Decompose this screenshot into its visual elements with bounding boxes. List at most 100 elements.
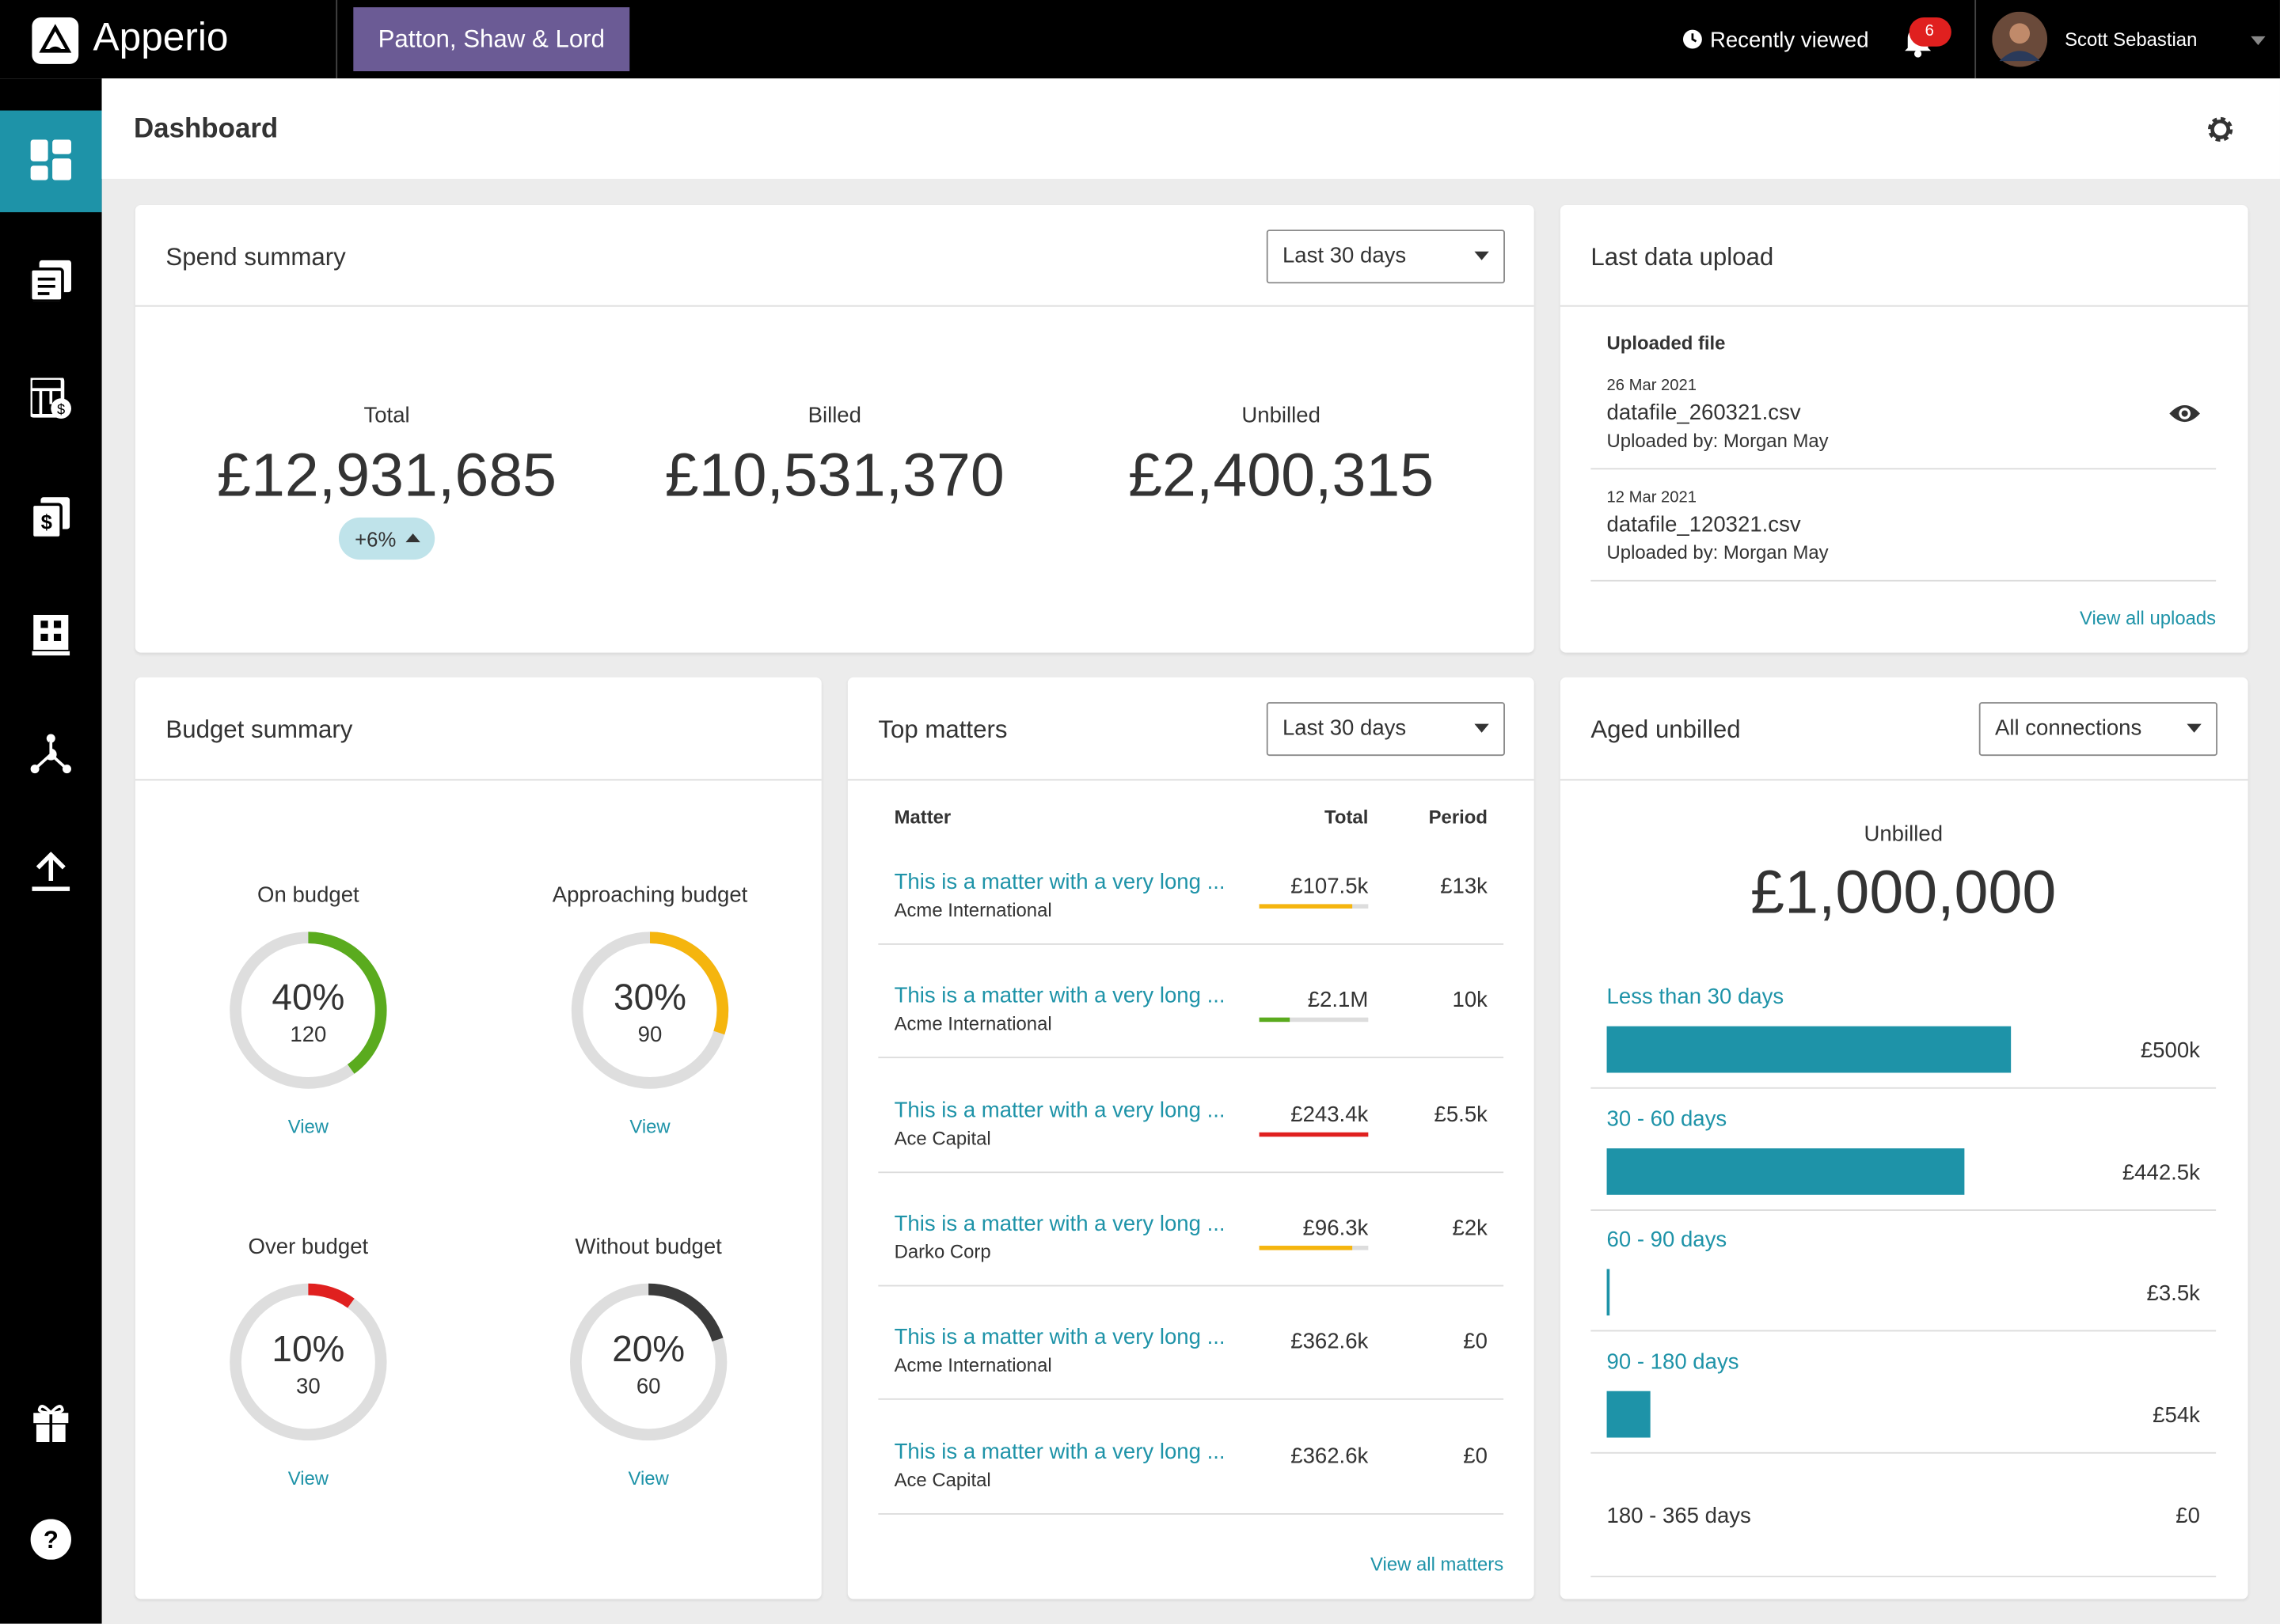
page-header xyxy=(101,78,2280,179)
column-header: Total xyxy=(1324,806,1369,829)
user-name[interactable]: Scott Sebastian xyxy=(2065,28,2198,51)
matter-client: Ace Capital xyxy=(894,1126,991,1149)
settings-icon[interactable] xyxy=(2206,115,2235,144)
bucket-bar xyxy=(1606,1391,1651,1438)
select-caret[interactable] xyxy=(1474,251,1489,260)
bucket-label: 30 - 60 days xyxy=(1606,1106,1727,1132)
progress-track xyxy=(1259,1017,1369,1023)
matter-name[interactable]: This is a matter with a very long ... xyxy=(894,1097,1226,1123)
budget-link[interactable]: View xyxy=(287,1467,329,1489)
nav-budget[interactable]: $ xyxy=(30,378,71,419)
bucket-bar xyxy=(1606,1269,1610,1316)
logo-icon xyxy=(32,17,79,64)
card-title: Aged unbilled xyxy=(1590,715,1741,744)
matter-name[interactable]: This is a matter with a very long ... xyxy=(894,870,1226,895)
nav-dashboard[interactable] xyxy=(30,139,71,180)
row-divider xyxy=(878,1057,1504,1059)
spend-label: Unbilled xyxy=(1241,403,1320,428)
client-name[interactable]: Patton, Shaw & Lord xyxy=(378,25,606,54)
card-divider xyxy=(135,779,822,781)
card-title: Budget summary xyxy=(165,715,353,744)
period-select[interactable] xyxy=(1266,702,1505,757)
nav-firms[interactable] xyxy=(32,614,70,656)
card-divider xyxy=(1560,305,2248,307)
matter-name[interactable]: This is a matter with a very long ... xyxy=(894,1439,1226,1464)
donut-arc xyxy=(230,1283,387,1441)
budget-link[interactable]: View xyxy=(629,1115,671,1138)
connection-value[interactable]: All connections xyxy=(1994,715,2142,741)
upload-by: Uploaded by: Morgan May xyxy=(1606,429,1829,452)
row-divider xyxy=(878,1398,1504,1401)
matter-period: £0 xyxy=(1463,1330,1488,1355)
view-all-matters[interactable]: View all matters xyxy=(1370,1553,1504,1576)
row-divider xyxy=(878,943,1504,945)
client-button[interactable] xyxy=(353,7,630,71)
matter-name[interactable]: This is a matter with a very long ... xyxy=(894,1325,1226,1350)
svg-text:$: $ xyxy=(57,400,65,417)
budget-count: 60 xyxy=(636,1374,661,1399)
column-header: Matter xyxy=(894,806,952,829)
period-value[interactable]: Last 30 days xyxy=(1282,243,1407,268)
matter-client: Acme International xyxy=(894,1012,1052,1035)
select-caret[interactable] xyxy=(1474,723,1489,733)
budget-link[interactable]: View xyxy=(628,1467,669,1489)
budget-count: 90 xyxy=(637,1023,663,1048)
donut xyxy=(569,1283,728,1441)
select-caret[interactable] xyxy=(2187,723,2202,733)
matter-period: £5.5k xyxy=(1434,1102,1488,1127)
notification-count[interactable]: 6 xyxy=(1925,22,1934,40)
nav-documents[interactable] xyxy=(30,260,71,302)
bucket-value: £54k xyxy=(2153,1403,2200,1429)
budget-count: 30 xyxy=(296,1374,321,1399)
row-divider xyxy=(1590,468,2217,470)
row-divider xyxy=(878,1284,1504,1287)
divider xyxy=(1974,0,1977,79)
view-icon[interactable] xyxy=(2168,403,2202,425)
connection-select[interactable] xyxy=(1978,702,2217,757)
matter-name[interactable]: This is a matter with a very long ... xyxy=(894,1211,1226,1236)
avatar[interactable] xyxy=(1992,11,2048,67)
nav-active[interactable] xyxy=(0,110,102,213)
bucket-value: £0 xyxy=(2176,1504,2200,1529)
brand[interactable]: Apperio xyxy=(93,15,229,59)
bucket-bar xyxy=(1606,1148,1965,1195)
nav-upload[interactable] xyxy=(32,852,70,892)
user-caret[interactable] xyxy=(2251,36,2266,45)
notification-badge[interactable] xyxy=(1909,17,1951,47)
change-arrow xyxy=(405,533,420,543)
matter-period: 10k xyxy=(1452,988,1488,1013)
budget-count: 120 xyxy=(290,1023,327,1048)
nav-help[interactable]: ? xyxy=(30,1519,71,1560)
card-divider xyxy=(135,305,1534,307)
upload-date: 12 Mar 2021 xyxy=(1606,489,1697,507)
view-all-uploads[interactable]: View all uploads xyxy=(2079,606,2217,629)
matter-name[interactable]: This is a matter with a very long ... xyxy=(894,984,1226,1009)
nav-gift[interactable] xyxy=(32,1402,70,1443)
period-select[interactable] xyxy=(1266,230,1505,284)
budget-link[interactable]: View xyxy=(287,1115,329,1138)
spend-label: Total xyxy=(363,403,410,428)
recently-viewed[interactable]: Recently viewed xyxy=(1709,28,1869,54)
progress-track xyxy=(1259,1132,1369,1137)
page-title: Dashboard xyxy=(133,114,279,145)
upload-heading: Uploaded file xyxy=(1606,332,1726,355)
nav-invoices[interactable]: $ xyxy=(32,497,70,538)
nav-connections[interactable] xyxy=(30,734,71,775)
matter-total: £362.6k xyxy=(1290,1443,1369,1469)
donut xyxy=(571,932,729,1089)
matter-client: Acme International xyxy=(894,1354,1052,1376)
card-divider xyxy=(1560,779,2248,781)
upload-file: datafile_120321.csv xyxy=(1606,512,1801,537)
card-title: Top matters xyxy=(878,715,1008,744)
svg-text:?: ? xyxy=(44,1526,59,1554)
upload-file: datafile_260321.csv xyxy=(1606,400,1801,426)
budget-label: On budget xyxy=(257,882,359,909)
matter-client: Acme International xyxy=(894,898,1052,921)
matter-total: £96.3k xyxy=(1302,1216,1369,1241)
period-value[interactable]: Last 30 days xyxy=(1282,715,1407,741)
matters-card xyxy=(847,677,1534,1599)
progress-track xyxy=(1259,904,1369,909)
matter-client: Ace Capital xyxy=(894,1468,991,1490)
bucket-label: 60 - 90 days xyxy=(1606,1227,1727,1254)
